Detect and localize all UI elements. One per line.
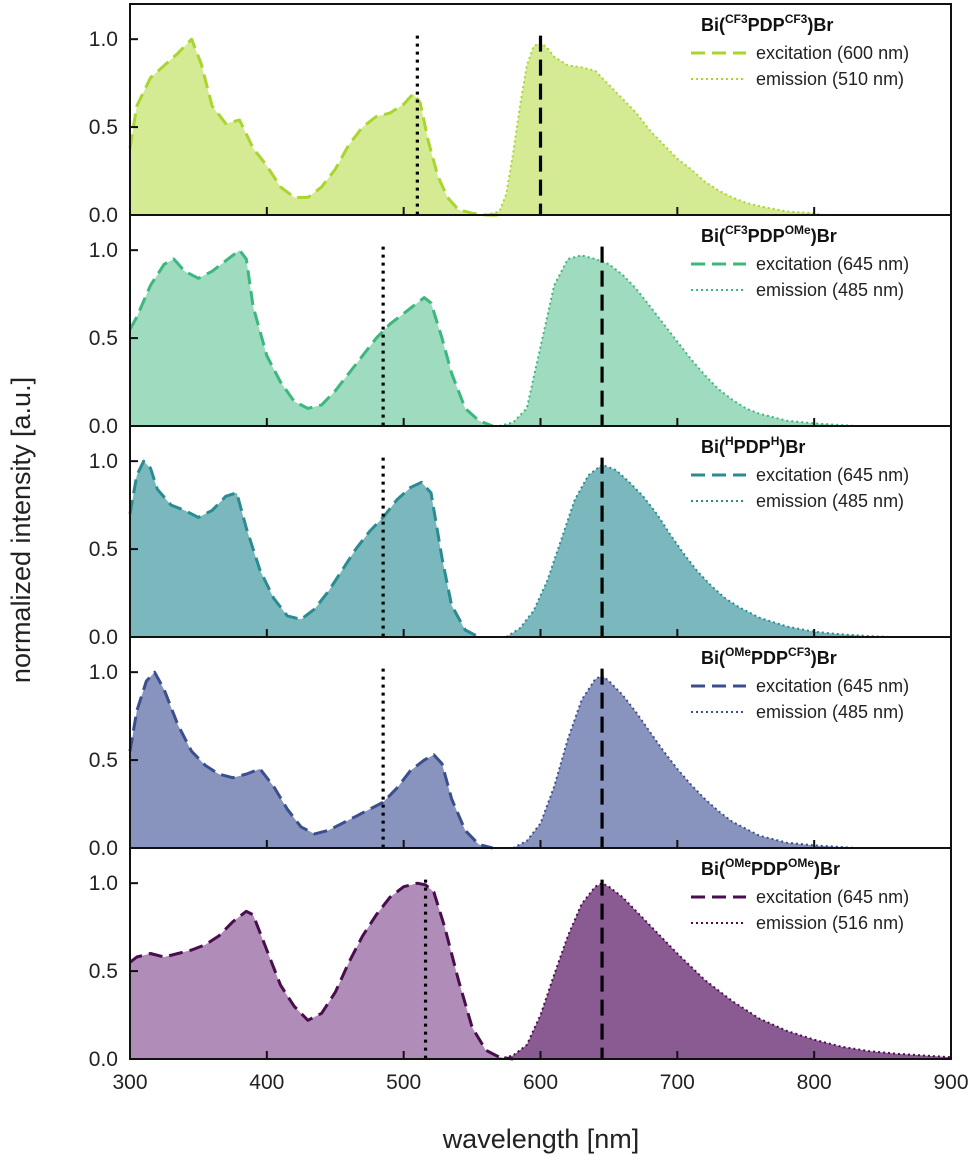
y-tick-label: 1.0: [89, 450, 118, 473]
y-tick-label: 0.5: [89, 327, 118, 350]
y-tick-label: 0.0: [89, 626, 118, 649]
y-tick-label: 0.0: [89, 415, 118, 438]
excitation-area: [130, 250, 493, 426]
excitation-line: [128, 248, 494, 428]
plot-layer: 0.0 0.5 1.0 Bi(CF3PDPCF3)Br excitation (600 …: [89, 3, 969, 1094]
emission-area: [485, 42, 821, 216]
y-tick-label: 0.5: [89, 116, 118, 139]
excitation-line: [129, 881, 514, 1061]
y-tick-label: 1.0: [89, 661, 118, 684]
emission-line: [485, 41, 822, 216]
y-tick-label: 0.5: [89, 749, 118, 772]
panel-2: 0.0 0.5 1.0 Bi(CF3PDPOMe)Br excitation (645 …: [89, 214, 952, 438]
legend-title: Bi(CF3PDPOMe)Br: [701, 223, 837, 246]
legend-title: Bi(HPDPH)Br: [701, 434, 805, 457]
x-tick-label: 600: [523, 1071, 558, 1094]
panel-1: 0.0 0.5 1.0 Bi(CF3PDPCF3)Br excitation (600 …: [89, 3, 952, 227]
legend-excitation-label: excitation (600 nm): [756, 43, 909, 63]
legend-excitation-label: excitation (645 nm): [756, 465, 909, 485]
legend-title: Bi(CF3PDPCF3)Br: [701, 12, 833, 35]
legend-excitation-label: excitation (645 nm): [756, 887, 909, 907]
y-tick-label: 0.5: [89, 960, 118, 983]
y-tick-label: 1.0: [89, 872, 118, 895]
excitation-area: [130, 672, 493, 848]
panel-4: 0.0 0.5 1.0 Bi(OMePDPCF3)Br excitation (645 …: [89, 636, 952, 860]
y-tick-label: 0.5: [89, 538, 118, 561]
emission-line: [499, 882, 952, 1060]
legend-title: Bi(OMePDPOMe)Br: [701, 856, 840, 879]
excitation-line: [128, 670, 493, 850]
panel-5: 0.0 0.5 1.0 Bi(OMePDPOMe)Br excitation (645 …: [89, 847, 952, 1071]
excitation-line: [128, 459, 480, 639]
x-tick-label: 900: [933, 1071, 968, 1094]
y-tick-label: 0.0: [89, 204, 118, 227]
x-tick-label: 500: [386, 1071, 421, 1094]
legend-emission-label: emission (485 nm): [756, 280, 904, 300]
excitation-line: [128, 37, 500, 217]
legend-emission-label: emission (485 nm): [756, 702, 904, 722]
x-axis-title: wavelength [nm]: [442, 1124, 640, 1154]
y-tick-label: 1.0: [89, 28, 118, 51]
emission-area: [499, 255, 856, 426]
legend-excitation-label: excitation (645 nm): [756, 676, 909, 696]
legend-emission-label: emission (510 nm): [756, 69, 904, 89]
emission-line: [505, 463, 890, 638]
x-tick-label: 800: [797, 1071, 832, 1094]
y-axis-title: normalized intensity [a.u.]: [6, 377, 36, 683]
x-tick-label: 400: [249, 1071, 284, 1094]
x-tick-label: 300: [112, 1071, 147, 1094]
panel-3: 0.0 0.5 1.0 Bi(HPDPH)Br excitation (645 nm) e…: [89, 425, 952, 649]
y-tick-label: 0.0: [89, 837, 118, 860]
excitation-area: [130, 883, 514, 1059]
y-tick-label: 0.0: [89, 1048, 118, 1071]
excitation-area: [130, 461, 479, 637]
y-tick-label: 1.0: [89, 239, 118, 262]
excitation-area: [130, 39, 500, 216]
emission-area: [513, 675, 856, 848]
emission-line: [499, 254, 856, 427]
emission-line: [512, 674, 856, 849]
x-tick-label: 700: [660, 1071, 695, 1094]
emission-area: [499, 883, 951, 1059]
legend-title: Bi(OMePDPCF3)Br: [701, 645, 837, 668]
legend-excitation-label: excitation (645 nm): [756, 254, 909, 274]
legend-emission-label: emission (485 nm): [756, 491, 904, 511]
legend-emission-label: emission (516 nm): [756, 913, 904, 933]
